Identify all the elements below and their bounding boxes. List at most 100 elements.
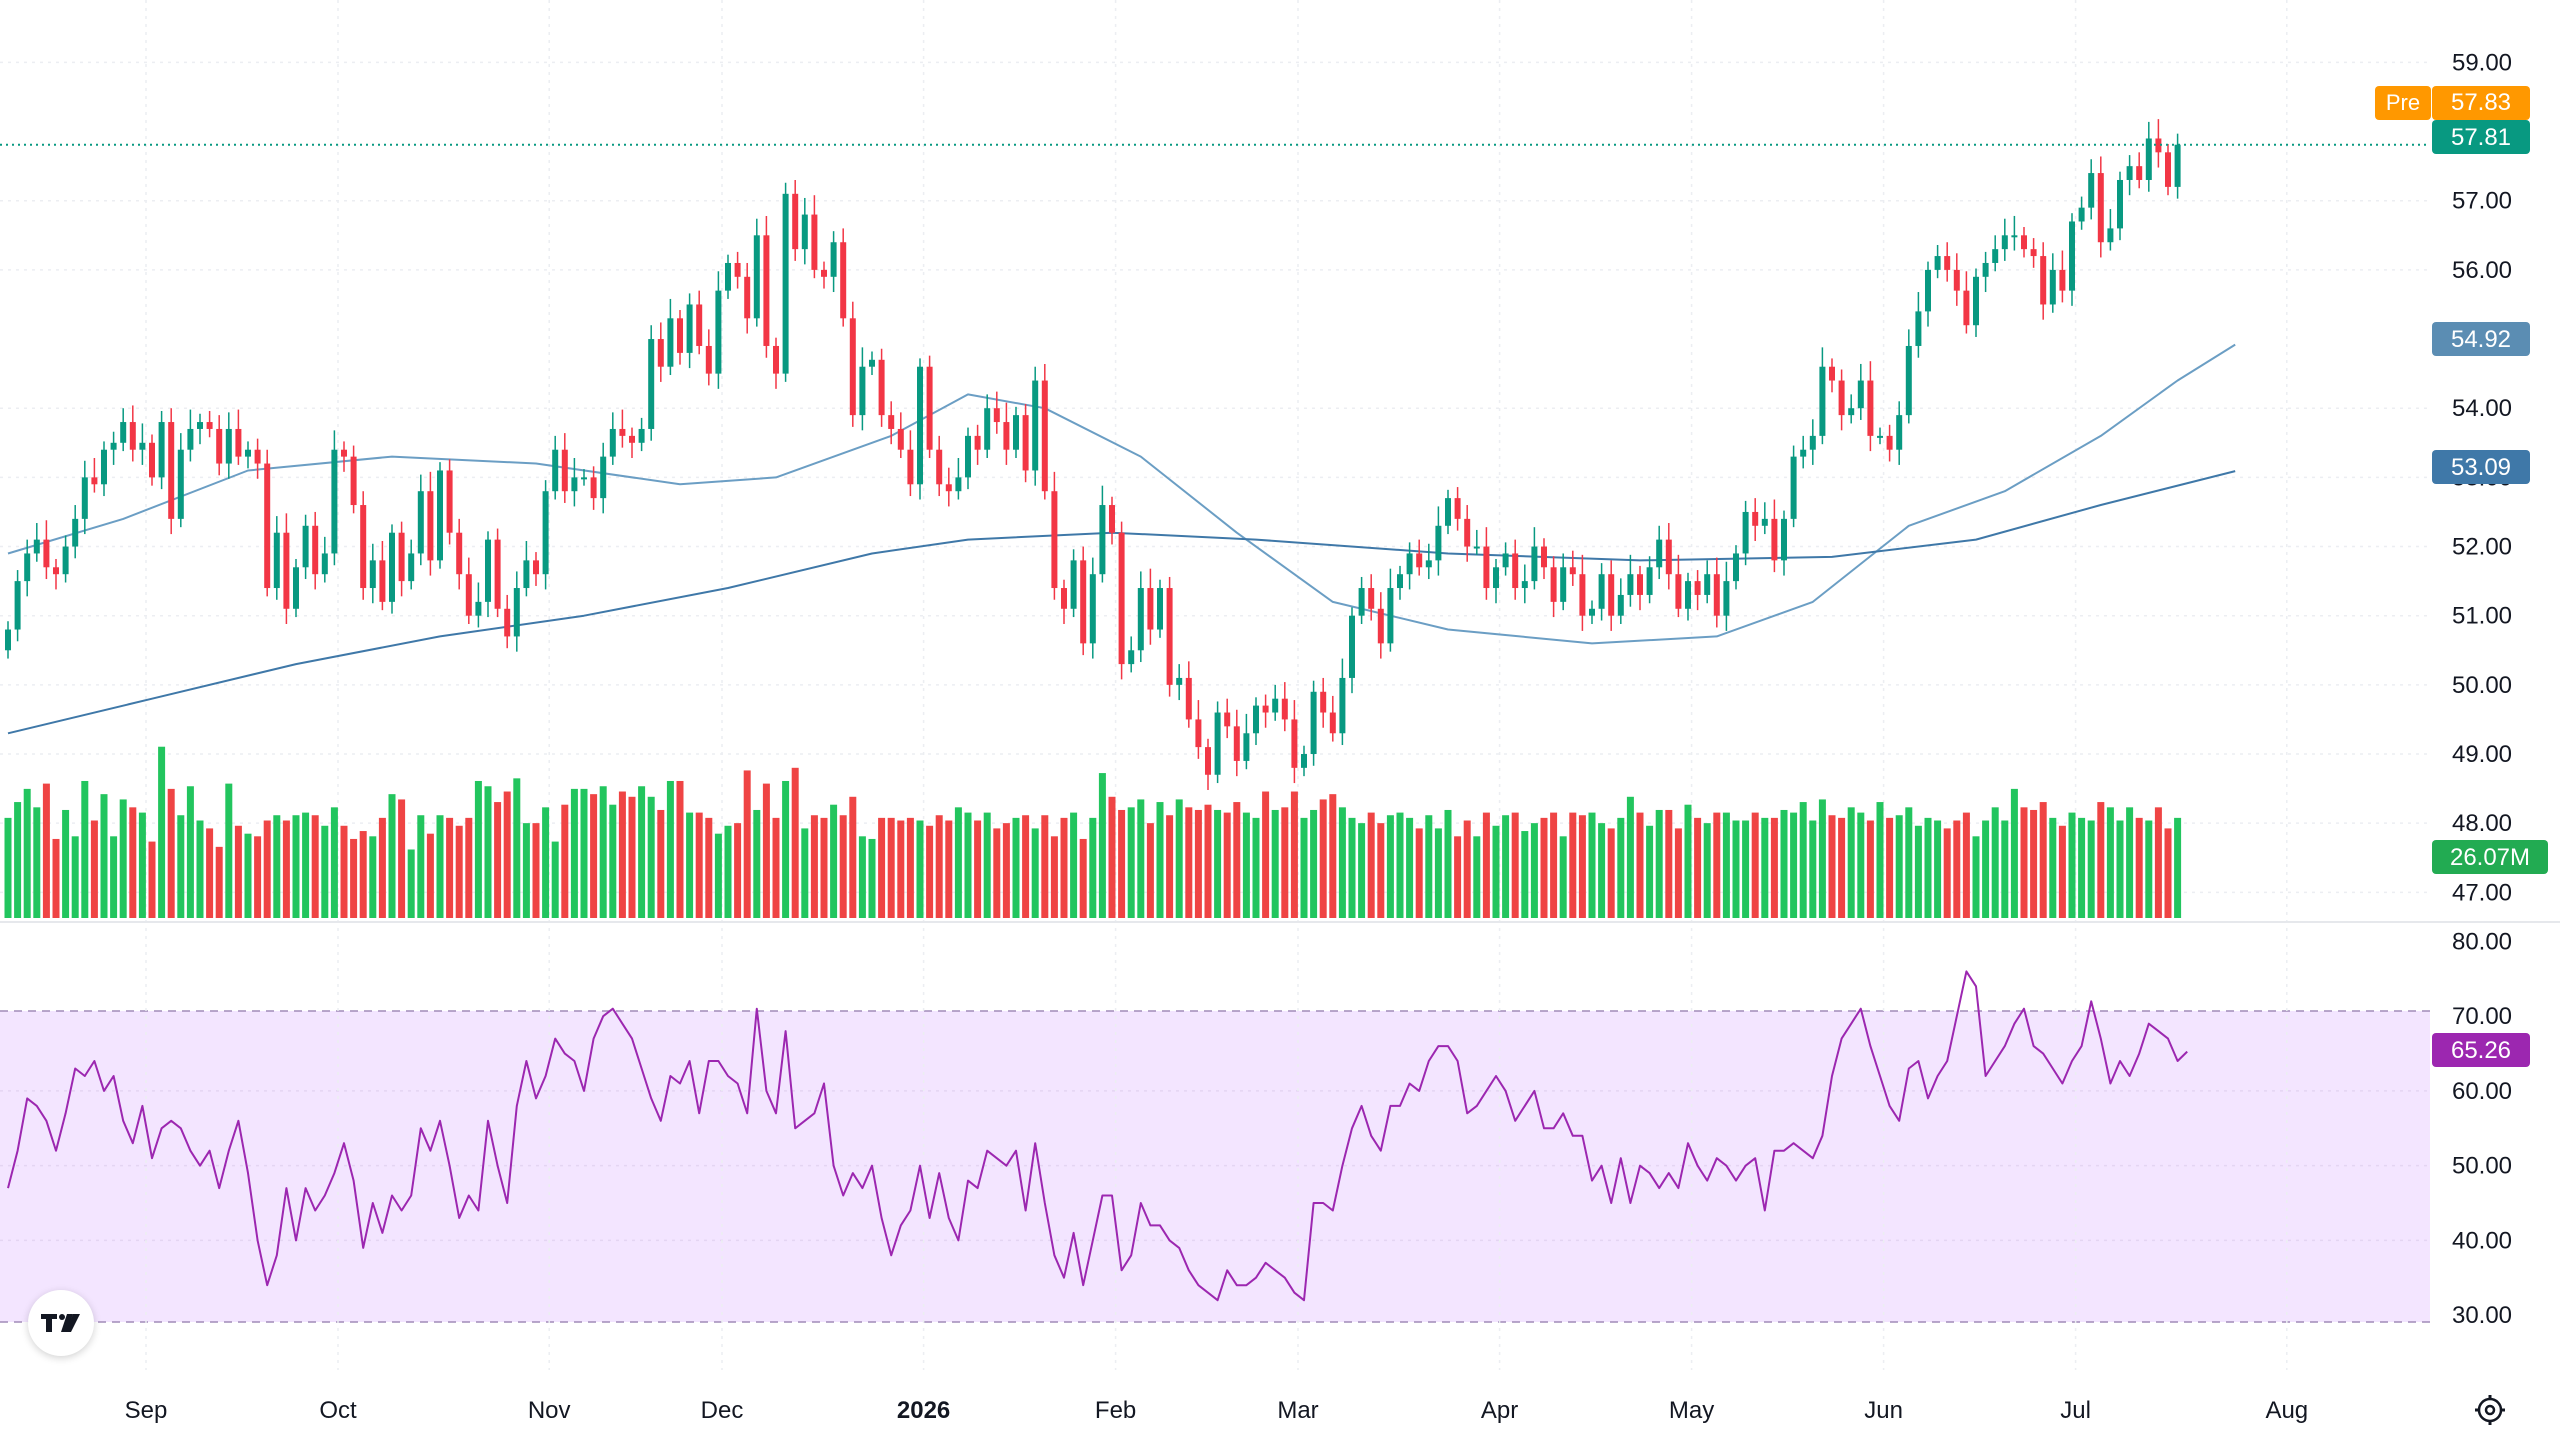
rsi-tick-label: 60.00	[2452, 1078, 2512, 1105]
candle-body	[1435, 525, 1442, 561]
volume-bar	[964, 812, 972, 918]
candle-body	[101, 449, 107, 485]
volume-bar	[1809, 820, 1817, 918]
candle-body	[437, 470, 443, 561]
candle-body	[1377, 608, 1384, 644]
candle-body	[62, 546, 69, 575]
volume-bar	[1511, 812, 1519, 918]
candle-body	[225, 428, 232, 464]
candle-body	[149, 442, 155, 478]
volume-bar	[359, 831, 367, 918]
volume-bar	[522, 823, 530, 918]
volume-bar	[407, 849, 415, 918]
volume-bar	[1194, 809, 1202, 918]
volume-bar	[570, 788, 578, 918]
candle-body	[1857, 380, 1864, 409]
candle-body	[2001, 235, 2008, 250]
volume-bar	[436, 815, 444, 918]
candle-body	[43, 539, 50, 568]
settings-gear-icon[interactable]	[2472, 1392, 2508, 1428]
volume-bar	[1751, 812, 1759, 918]
candle-body	[1886, 435, 1893, 450]
volume-bar	[1271, 809, 1279, 918]
volume-bar	[1060, 817, 1068, 918]
volume-bar	[196, 820, 204, 918]
candle-body	[235, 428, 242, 457]
candle-body	[1253, 705, 1259, 734]
candle-body	[2078, 207, 2085, 222]
volume-bar	[282, 820, 290, 918]
candle-body	[24, 553, 31, 582]
candle-body	[513, 588, 520, 637]
candle-body	[1166, 588, 1173, 685]
candle-body	[1973, 276, 1979, 326]
candle-body	[1445, 498, 1451, 526]
volume-bar	[695, 812, 703, 918]
candle-body	[81, 477, 88, 519]
candle-body	[1579, 574, 1586, 616]
candle-body	[533, 560, 539, 575]
candle-body	[485, 539, 491, 602]
candle-body	[1742, 511, 1749, 554]
candle-body	[869, 359, 875, 367]
volume-bar	[494, 802, 502, 918]
candle-body	[1195, 719, 1202, 748]
candle-body	[1925, 269, 1931, 312]
candle-body	[907, 449, 914, 485]
candle-body	[245, 449, 251, 457]
candle-body	[542, 491, 549, 575]
candle-body	[629, 435, 635, 443]
candle-body	[1003, 422, 1010, 450]
candle-body	[801, 214, 808, 250]
volume-bar	[369, 836, 377, 918]
candle-body	[331, 449, 338, 554]
last-price: 57.81	[2451, 124, 2511, 151]
volume-bar	[2039, 802, 2047, 918]
price-tick-label: 47.00	[2452, 879, 2512, 906]
volume-bar	[1214, 809, 1222, 918]
volume-bar	[916, 820, 924, 918]
volume-bar	[1281, 807, 1289, 918]
volume-bar	[1070, 812, 1078, 918]
volume-bar	[1588, 812, 1596, 918]
volume-bar	[1166, 815, 1174, 918]
volume-bar	[1866, 820, 1874, 918]
candle-body	[821, 269, 827, 277]
volume-bar	[945, 820, 953, 918]
candle-body	[859, 366, 866, 416]
volume-bar	[1329, 794, 1337, 918]
volume-bar	[2010, 788, 2018, 918]
candle-body	[1281, 698, 1288, 720]
tradingview-logo-icon[interactable]	[28, 1290, 94, 1356]
volume-bar	[1108, 796, 1116, 918]
candle-body	[888, 415, 895, 429]
volume-bar	[1684, 804, 1692, 918]
volume-bar	[1175, 799, 1183, 918]
volume-badge: 26.07M	[2432, 840, 2548, 874]
volume-bar	[1626, 796, 1634, 918]
volume-bar	[513, 778, 521, 918]
last-price-badge: 57.81	[2432, 120, 2530, 154]
time-tick-label: 2026	[897, 1397, 950, 1424]
volume-bar	[1137, 799, 1145, 918]
candle-body	[72, 518, 79, 547]
candle-body	[120, 422, 127, 443]
volume-bar	[398, 799, 406, 918]
candle-body	[1550, 567, 1557, 602]
price-axis[interactable]: 59.0057.0056.0054.0053.0052.0051.0050.00…	[2452, 49, 2512, 1329]
candle-body	[667, 318, 674, 367]
volume-bar	[1454, 836, 1462, 918]
volume-bar	[628, 796, 636, 918]
candle-body	[350, 456, 357, 506]
volume-bar	[657, 809, 665, 918]
candle-body	[840, 242, 847, 319]
candle-body	[2126, 166, 2133, 180]
volume-bar	[1473, 836, 1481, 918]
candle-body	[293, 567, 299, 609]
volume-bar	[90, 820, 98, 918]
time-axis[interactable]: Sep Oct Nov Dec 2026 Feb Mar Apr May Jun Jul Aug	[125, 1397, 2309, 1424]
volume-bar	[350, 838, 358, 918]
candle-body	[168, 422, 175, 519]
volume-bar	[1098, 773, 1106, 918]
